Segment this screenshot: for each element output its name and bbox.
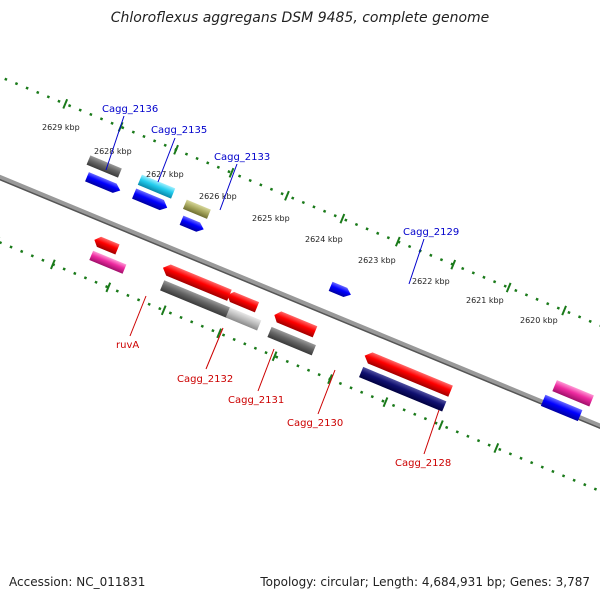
kbp-label: 2623 kbp	[358, 256, 396, 265]
genome-map: Chloroflexus aggregans DSM 9485, complet…	[0, 0, 600, 600]
kbp-label: 2620 kbp	[520, 316, 558, 325]
kbp-label: 2621 kbp	[466, 296, 504, 305]
major-tick	[494, 443, 498, 452]
genome-backbone	[0, 152, 600, 443]
genome-summary-text: Topology: circular; Length: 4,684,931 bp…	[260, 575, 590, 589]
major-tick	[384, 397, 388, 406]
gene-label-cagg-2132[interactable]: Cagg_2132	[177, 374, 233, 385]
gene-label-cagg-2128[interactable]: Cagg_2128	[395, 458, 451, 469]
leader-line	[318, 370, 335, 414]
leader-line	[106, 116, 124, 170]
gene-cagg-2129-arrow[interactable]	[329, 282, 353, 300]
major-tick	[340, 214, 344, 223]
kbp-label: 2629 kbp	[42, 123, 80, 132]
gene-label-cagg-2136[interactable]: Cagg_2136	[102, 104, 158, 115]
gene-red-arrow[interactable]	[92, 235, 119, 255]
gene-blue-arrow[interactable]	[180, 216, 206, 234]
major-tick	[63, 99, 67, 108]
genome-backbone-shade	[0, 153, 600, 444]
gene-label-ruva[interactable]: ruvA	[116, 340, 139, 351]
kbp-label: 2627 kbp	[146, 170, 184, 179]
gene-label-cagg-2129[interactable]: Cagg_2129	[403, 227, 459, 238]
outer-tick-ring	[0, 66, 600, 357]
gene-label-cagg-2135[interactable]: Cagg_2135	[151, 125, 207, 136]
gene-label-cagg-2131[interactable]: Cagg_2131	[228, 395, 284, 406]
gene-label-cagg-2133[interactable]: Cagg_2133	[214, 152, 270, 163]
kbp-label: 2625 kbp	[252, 214, 290, 223]
leader-line	[424, 410, 439, 454]
major-tick	[162, 306, 166, 315]
kbp-label: 2626 kbp	[199, 192, 237, 201]
genome-track-svg: 2629 kbp 2628 kbp 2627 kbp 2626 kbp 2625…	[0, 0, 600, 600]
major-tick	[285, 191, 289, 200]
major-tick	[439, 420, 443, 429]
leader-line	[258, 349, 274, 391]
gene-cagg-2133-bar[interactable]	[183, 200, 211, 219]
leader-line	[130, 296, 146, 336]
inner-tick-ring	[0, 207, 600, 498]
leader-line	[206, 328, 223, 369]
gene-ruva-bar[interactable]	[89, 251, 126, 274]
kbp-label: 2624 kbp	[305, 235, 343, 244]
major-tick	[507, 283, 511, 292]
gene-label-cagg-2130[interactable]: Cagg_2130	[287, 418, 343, 429]
kbp-label: 2622 kbp	[412, 277, 450, 286]
gene-cagg-2131-bar[interactable]	[226, 307, 262, 330]
major-tick	[562, 306, 566, 315]
accession-text: Accession: NC_011831	[9, 575, 145, 589]
